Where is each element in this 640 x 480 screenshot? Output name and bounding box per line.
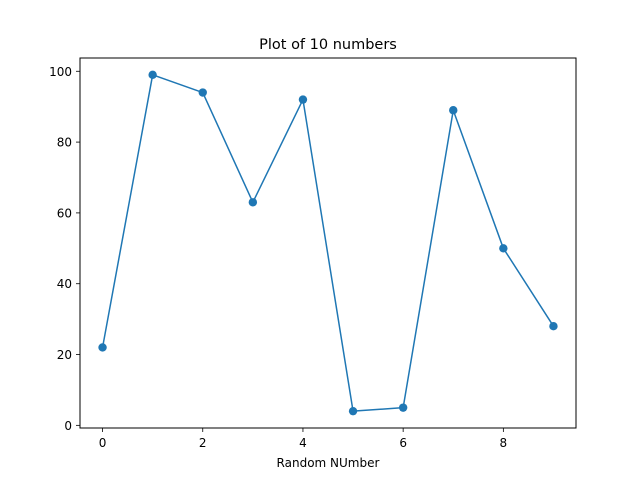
plot-area bbox=[98, 70, 558, 416]
data-point bbox=[98, 343, 107, 352]
y-tick-label: 40 bbox=[57, 277, 72, 291]
y-tick-label: 100 bbox=[49, 65, 72, 79]
x-tick-label: 4 bbox=[299, 436, 307, 450]
y-tick-label: 80 bbox=[57, 136, 72, 150]
data-point bbox=[398, 403, 408, 412]
chart-title: Plot of 10 numbers bbox=[259, 37, 397, 53]
data-point bbox=[148, 70, 157, 80]
x-tick-label: 0 bbox=[99, 436, 107, 450]
data-point bbox=[198, 88, 207, 97]
data-point bbox=[348, 406, 358, 416]
data-point bbox=[549, 322, 558, 331]
x-axis-label: Random NUmber bbox=[277, 456, 380, 470]
series-line bbox=[101, 74, 555, 412]
x-axis: 0 2 4 6 8 bbox=[99, 428, 507, 450]
data-point bbox=[248, 198, 258, 207]
x-tick-label: 2 bbox=[199, 436, 207, 450]
data-point bbox=[499, 244, 508, 253]
data-point bbox=[449, 106, 458, 115]
x-tick-label: 8 bbox=[500, 436, 508, 450]
y-tick-label: 20 bbox=[57, 348, 72, 362]
y-axis: 0 20 40 60 80 100 bbox=[49, 65, 80, 433]
data-point bbox=[298, 95, 308, 104]
y-tick-label: 60 bbox=[57, 206, 72, 220]
x-tick-label: 6 bbox=[399, 436, 407, 450]
axes-frame bbox=[79, 57, 577, 429]
y-tick-label: 0 bbox=[64, 419, 72, 433]
